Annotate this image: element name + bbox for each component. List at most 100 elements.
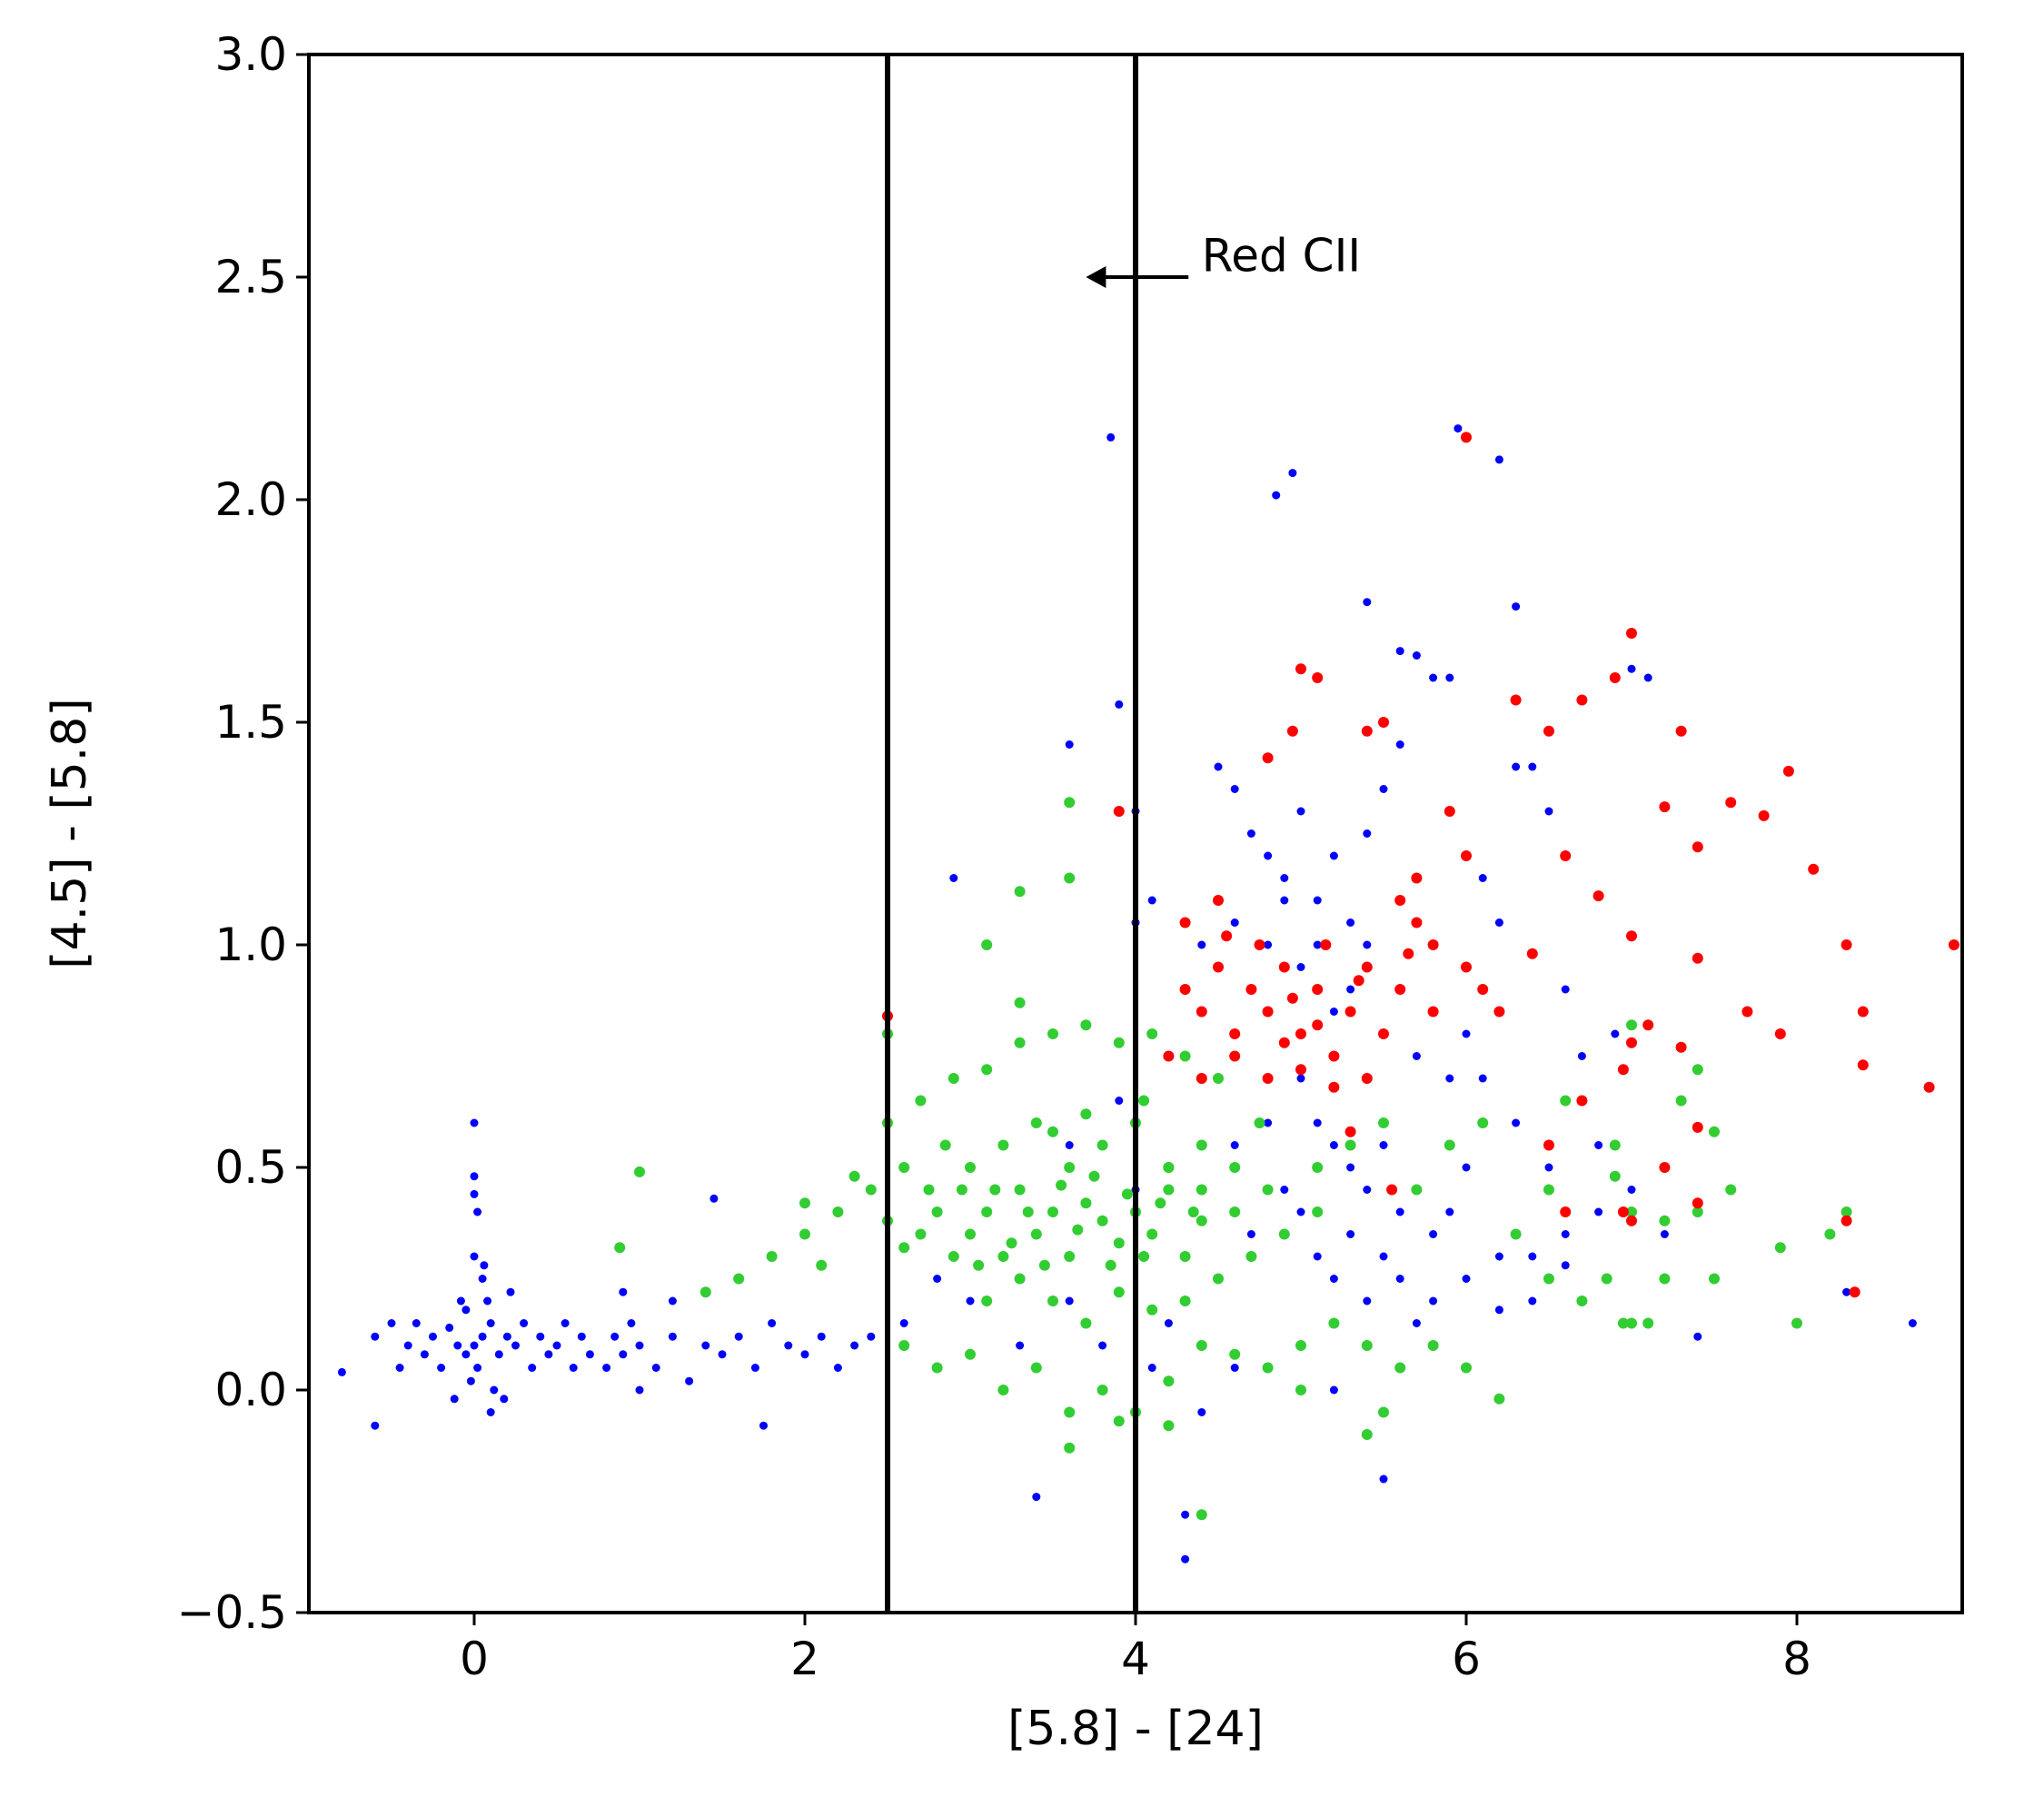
scatter-point-s0-53 <box>701 1341 710 1350</box>
scatter-point-s1-20 <box>965 1162 976 1173</box>
scatter-point-s1-46 <box>700 1286 711 1298</box>
scatter-point-s2-32 <box>1444 806 1455 817</box>
scatter-point-s1-34 <box>1146 1304 1158 1316</box>
scatter-point-s1-142 <box>1187 1206 1199 1217</box>
scatter-point-s0-138 <box>1379 1141 1388 1149</box>
scatter-point-s2-7 <box>1295 1028 1306 1039</box>
scatter-point-s1-69 <box>898 1340 910 1351</box>
scatter-point-s0-42 <box>470 1172 479 1181</box>
scatter-point-s2-28 <box>1461 961 1472 973</box>
scatter-point-s1-116 <box>1709 1126 1720 1137</box>
scatter-point-s2-85 <box>1221 930 1233 942</box>
scatter-point-s2-4 <box>1245 984 1257 995</box>
scatter-point-s1-0 <box>965 1228 976 1240</box>
scatter-point-s1-30 <box>1014 1273 1026 1285</box>
scatter-point-s2-37 <box>1262 752 1274 764</box>
scatter-point-s0-129 <box>1412 1052 1421 1060</box>
scatter-point-s1-88 <box>1378 1406 1389 1418</box>
scatter-point-s0-178 <box>1908 1319 1917 1327</box>
scatter-point-s0-62 <box>850 1341 859 1350</box>
scatter-point-s2-9 <box>1328 1050 1340 1062</box>
scatter-point-s1-59 <box>1213 1073 1224 1084</box>
scatter-point-s2-50 <box>1758 809 1770 821</box>
scatter-point-s0-173 <box>1329 1385 1338 1395</box>
scatter-point-s0-169 <box>1164 1319 1173 1327</box>
scatter-point-s2-34 <box>1361 725 1373 737</box>
scatter-point-s0-170 <box>1197 1408 1206 1416</box>
scatter-point-s0-114 <box>1627 664 1636 673</box>
scatter-point-s1-81 <box>1295 1340 1306 1351</box>
scatter-point-s2-55 <box>1692 952 1703 964</box>
scatter-point-s0-11 <box>490 1385 499 1395</box>
scatter-point-s0-141 <box>1429 1230 1438 1238</box>
scatter-point-s0-21 <box>420 1350 429 1359</box>
scatter-point-s0-109 <box>1478 874 1487 882</box>
scatter-point-s2-24 <box>1361 1073 1373 1084</box>
scatter-point-s2-25 <box>1394 895 1406 906</box>
scatter-point-s0-80 <box>1106 432 1116 442</box>
scatter-point-s0-137 <box>1363 1186 1372 1194</box>
scatter-point-s0-136 <box>1346 1163 1355 1172</box>
scatter-point-s2-10 <box>1344 1006 1356 1018</box>
scatter-point-s1-143 <box>956 1184 967 1196</box>
scatter-point-s1-86 <box>1461 1362 1472 1374</box>
scatter-point-s2-8 <box>1312 984 1324 995</box>
scatter-point-s1-23 <box>1064 1162 1076 1173</box>
scatter-point-s0-96 <box>1280 874 1289 882</box>
scatter-point-s0-74 <box>1098 1341 1107 1350</box>
scatter-point-s2-17 <box>1213 895 1224 906</box>
scatter-point-s0-144 <box>1296 1207 1305 1216</box>
scatter-point-s2-14 <box>1411 917 1423 928</box>
scatter-point-s0-120 <box>1264 940 1273 949</box>
scatter-point-s2-75 <box>1841 1215 1852 1226</box>
scatter-point-s1-83 <box>1361 1340 1373 1351</box>
scatter-point-s0-146 <box>1329 1275 1338 1283</box>
scatter-point-s0-175 <box>1528 1296 1537 1306</box>
scatter-point-s0-82 <box>1288 469 1297 478</box>
scatter-point-s0-69 <box>899 1319 908 1327</box>
scatter-point-s1-93 <box>1163 1420 1175 1432</box>
scatter-point-s0-38 <box>371 1332 380 1341</box>
scatter-point-s2-12 <box>1378 1028 1389 1039</box>
scatter-point-s0-57 <box>768 1319 777 1327</box>
scatter-point-s1-113 <box>1626 1019 1637 1031</box>
scatter-point-s1-118 <box>1543 1184 1554 1196</box>
scatter-point-s0-133 <box>1296 1074 1305 1083</box>
scatter-point-s0-156 <box>1561 1230 1570 1238</box>
scatter-point-s2-42 <box>1543 725 1554 737</box>
scatter-point-s0-48 <box>627 1319 636 1327</box>
scatter-point-s0-55 <box>734 1332 743 1341</box>
scatter-point-s1-98 <box>1411 1184 1423 1196</box>
scatter-point-s0-36 <box>395 1364 404 1372</box>
scatter-point-s2-47 <box>1659 801 1671 813</box>
scatter-point-s2-33 <box>1378 717 1389 728</box>
scatter-point-s0-81 <box>1272 491 1281 500</box>
scatter-point-s1-53 <box>1014 1037 1026 1048</box>
scatter-point-s1-146 <box>1080 1108 1092 1120</box>
scatter-point-s1-133 <box>1072 1224 1084 1236</box>
scatter-point-s0-154 <box>1494 1252 1503 1261</box>
scatter-point-s0-14 <box>478 1275 487 1283</box>
scatter-point-s0-84 <box>1494 455 1503 464</box>
scatter-point-s1-4 <box>1030 1228 1042 1240</box>
scatter-point-s1-33 <box>1113 1286 1125 1298</box>
scatter-point-s1-121 <box>1659 1215 1671 1226</box>
scatter-point-s2-49 <box>1725 797 1737 809</box>
scatter-point-s1-130 <box>973 1259 985 1271</box>
scatter-point-s2-48 <box>1692 841 1703 853</box>
scatter-point-s0-10 <box>445 1323 454 1332</box>
scatter-point-s0-4 <box>473 1364 482 1372</box>
scatter-point-s0-66 <box>635 1385 644 1395</box>
vertical-lines-layer <box>885 55 1138 1613</box>
scatter-point-s0-101 <box>1363 829 1372 838</box>
scatter-point-s2-53 <box>1560 850 1572 861</box>
scatter-point-s0-83 <box>1454 424 1463 433</box>
scatter-point-s1-139 <box>1088 1170 1100 1182</box>
scatter-point-s2-86 <box>1254 939 1265 950</box>
scatter-point-s0-25 <box>486 1408 495 1416</box>
scatter-point-s1-72 <box>997 1385 1009 1395</box>
scatter-point-s0-139 <box>1395 1207 1404 1216</box>
scatter-point-s0-121 <box>1280 896 1289 905</box>
scatter-point-s2-68 <box>1659 1162 1671 1173</box>
